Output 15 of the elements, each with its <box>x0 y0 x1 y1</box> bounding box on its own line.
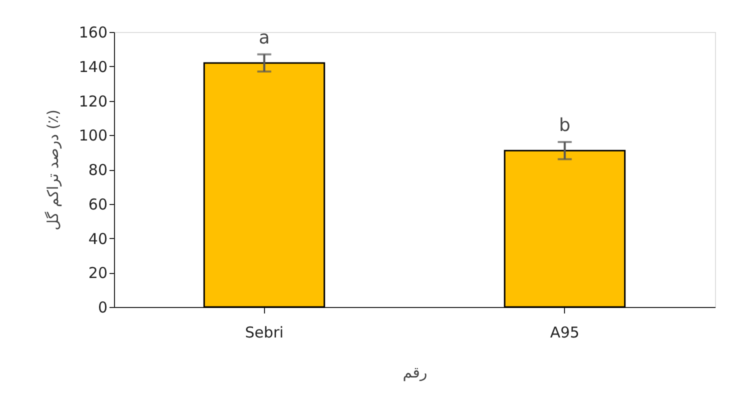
y-tick-label: 140 <box>78 58 108 76</box>
y-tick-label: 100 <box>78 126 108 145</box>
y-tick-label: 120 <box>78 92 108 110</box>
y-tick-label: 60 <box>88 195 108 214</box>
annotation: b <box>559 115 570 136</box>
x-tick-label: Sebri <box>244 324 284 342</box>
y-tick-label: 80 <box>88 161 108 179</box>
x-axis-title: رقم <box>402 364 428 382</box>
y-tick-label: 0 <box>98 298 108 316</box>
y-axis-title: درصد تراکم گل (٪) <box>44 110 62 230</box>
y-tick-label: 40 <box>88 230 108 248</box>
annotation: a <box>258 27 270 48</box>
y-tick-label: 20 <box>88 264 108 282</box>
x-tick-label: A95 <box>550 324 580 342</box>
y-tick-label: 160 <box>78 24 108 42</box>
